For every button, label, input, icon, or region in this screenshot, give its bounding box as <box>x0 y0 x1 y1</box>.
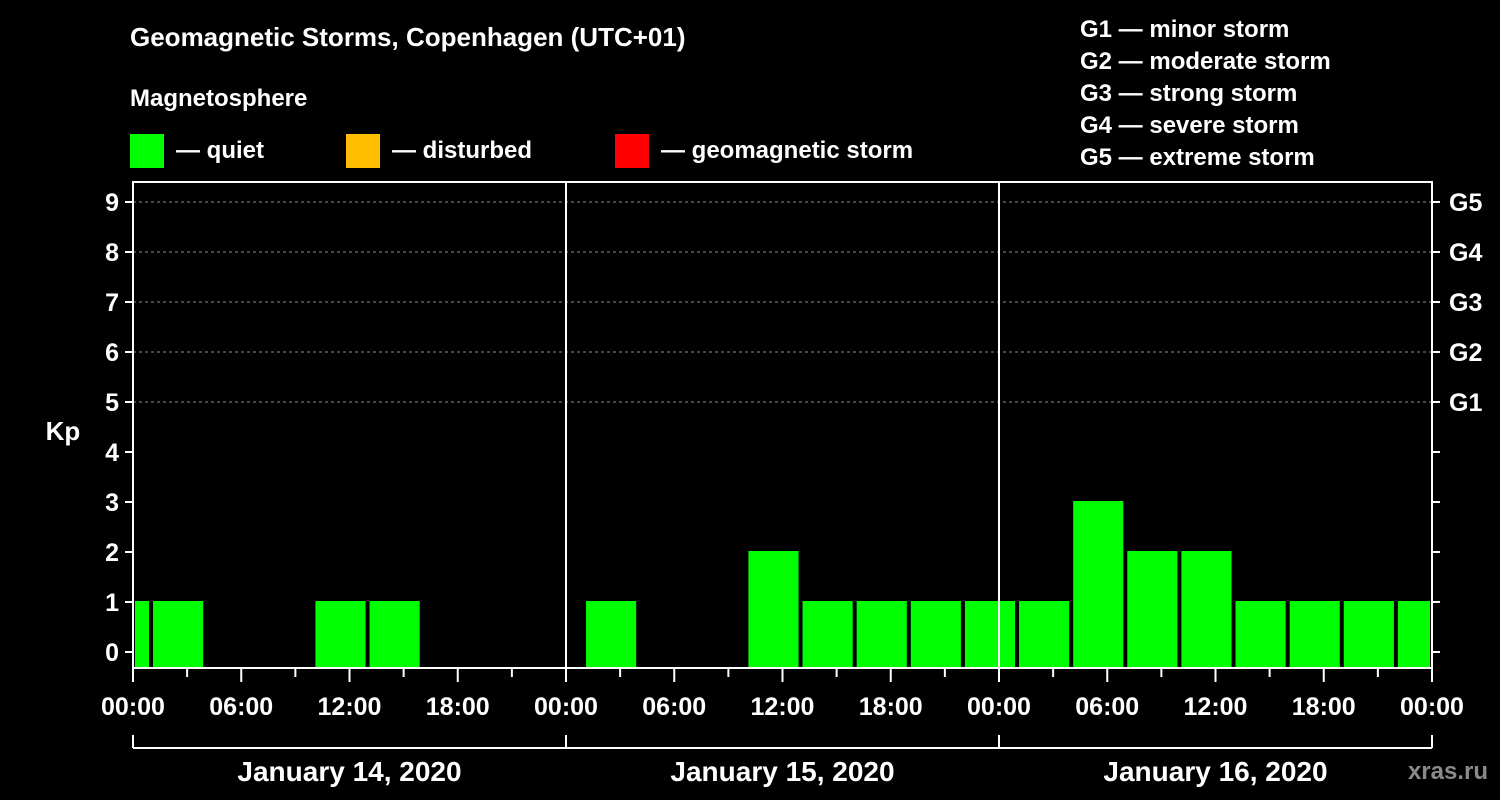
bar-5 <box>748 551 799 668</box>
xtick-label-8: 00:00 <box>967 693 1031 721</box>
storm-label-g4: G4 <box>1449 239 1482 267</box>
bar-3 <box>369 601 420 668</box>
bar-4 <box>586 601 637 668</box>
bars <box>135 501 1430 668</box>
legend-label-quiet: — quiet <box>176 137 264 164</box>
legend-swatch-disturbed <box>346 134 380 168</box>
bar-14 <box>1235 601 1286 668</box>
bar-11 <box>1073 501 1124 668</box>
storm-label-g3: G3 <box>1449 289 1482 317</box>
xtick-label-2: 12:00 <box>318 693 382 721</box>
storm-label-g1: G1 <box>1449 389 1482 417</box>
ytick-label-7: 7 <box>105 289 119 317</box>
storm-scale-legend: G1 — minor storm G2 — moderate storm G3 … <box>1080 14 1331 174</box>
xtick-label-4: 00:00 <box>534 693 598 721</box>
day-label-1: January 15, 2020 <box>670 756 894 787</box>
bar-6 <box>802 601 853 668</box>
ytick-label-3: 3 <box>105 489 119 517</box>
ytick-label-5: 5 <box>105 389 119 417</box>
day-label-2: January 16, 2020 <box>1103 756 1327 787</box>
legend-item-storm: — geomagnetic storm <box>615 134 913 168</box>
legend-item-disturbed: — disturbed <box>346 134 532 168</box>
legend-item-quiet: — quiet <box>130 134 264 168</box>
storm-scale-g2: G2 — moderate storm <box>1080 48 1331 75</box>
xtick-label-10: 12:00 <box>1184 693 1248 721</box>
ytick-label-9: 9 <box>105 189 119 217</box>
xtick-label-9: 06:00 <box>1075 693 1139 721</box>
bar-17 <box>1397 601 1430 668</box>
bar-12 <box>1127 551 1178 668</box>
xtick-label-3: 18:00 <box>426 693 490 721</box>
xtick-label-12: 00:00 <box>1400 693 1464 721</box>
storm-label-g5: G5 <box>1449 189 1482 217</box>
xtick-label-0: 00:00 <box>101 693 165 721</box>
bar-1 <box>153 601 204 668</box>
y-axis-title: Kp <box>46 416 81 446</box>
bar-9 <box>964 601 1016 668</box>
grid-lines <box>133 201 1432 403</box>
xtick-label-6: 12:00 <box>751 693 815 721</box>
ytick-label-2: 2 <box>105 539 119 567</box>
xtick-label-7: 18:00 <box>859 693 923 721</box>
storm-label-g2: G2 <box>1449 339 1482 367</box>
legend-swatch-quiet <box>130 134 164 168</box>
axes: 0 1 2 3 4 5 6 7 8 9 G1 G2 G3 G4 G5 Kp 00:00 06:00 12:00 18:… <box>46 189 1483 787</box>
bar-2 <box>315 601 366 668</box>
ytick-label-8: 8 <box>105 239 119 267</box>
ytick-label-1: 1 <box>105 589 119 617</box>
legend-heading: Magnetosphere <box>130 85 308 112</box>
watermark: xras.ru <box>1407 758 1488 785</box>
legend-label-disturbed: — disturbed <box>392 137 533 164</box>
xtick-label-11: 18:00 <box>1292 693 1356 721</box>
bar-16 <box>1343 601 1394 668</box>
legend-swatch-storm <box>615 134 649 168</box>
bar-0 <box>135 601 150 668</box>
xtick-label-1: 06:00 <box>209 693 273 721</box>
day-label-0: January 14, 2020 <box>237 756 461 787</box>
chart-title: Geomagnetic Storms, Copenhagen (UTC+01) <box>130 22 686 52</box>
storm-scale-g3: G3 — strong storm <box>1080 80 1298 107</box>
storm-scale-g1: G1 — minor storm <box>1080 16 1290 43</box>
bar-13 <box>1181 551 1232 668</box>
bar-10 <box>1019 601 1070 668</box>
ytick-label-0: 0 <box>105 639 119 667</box>
legend-label-storm: — geomagnetic storm <box>661 137 914 164</box>
bar-7 <box>856 601 907 668</box>
storm-scale-g5: G5 — extreme storm <box>1080 144 1315 171</box>
bar-8 <box>910 601 961 668</box>
storm-scale-g4: G4 — severe storm <box>1080 112 1299 139</box>
bar-15 <box>1289 601 1340 668</box>
ytick-label-4: 4 <box>105 439 119 467</box>
xtick-label-5: 06:00 <box>642 693 706 721</box>
ytick-label-6: 6 <box>105 339 119 367</box>
